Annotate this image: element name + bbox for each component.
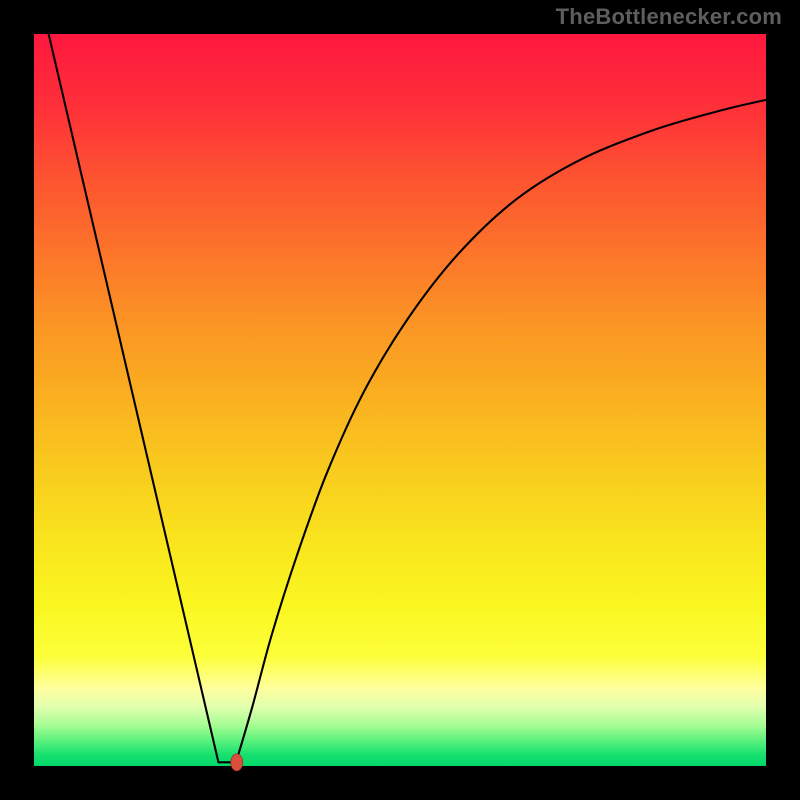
plot-background <box>34 34 766 766</box>
watermark-text: TheBottlenecker.com <box>556 4 782 30</box>
bottleneck-chart <box>0 0 800 800</box>
image-root: TheBottlenecker.com <box>0 0 800 800</box>
optimum-marker <box>231 754 243 771</box>
